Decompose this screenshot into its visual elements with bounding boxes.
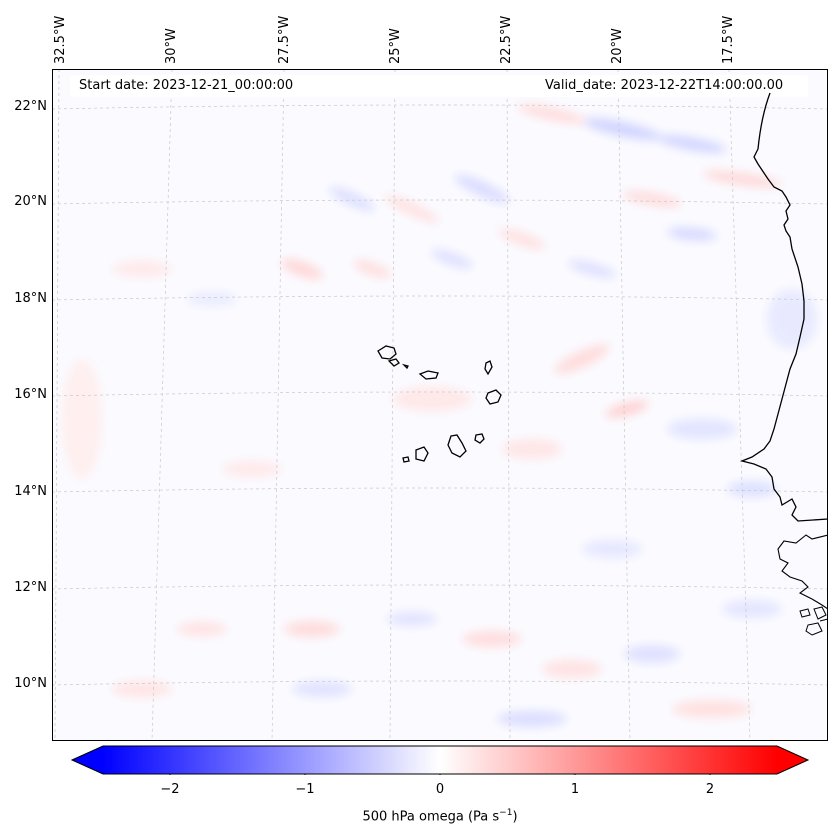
lon-label-27.5w: 27.5°W bbox=[277, 15, 292, 64]
colorbar-tick-neg1: −1 bbox=[295, 782, 315, 797]
sao-vicente-island bbox=[387, 358, 400, 367]
fogo-island bbox=[415, 446, 429, 462]
lat-label-20n: 20°N bbox=[14, 194, 47, 209]
lat-label-10n: 10°N bbox=[14, 676, 47, 691]
lon-label-25w: 25°W bbox=[388, 28, 403, 64]
brava-island bbox=[402, 456, 410, 463]
maio-island bbox=[474, 433, 485, 444]
map-frame bbox=[52, 69, 828, 741]
lon-label-20w: 20°W bbox=[610, 28, 625, 64]
colorbar-title-suffix: ) bbox=[512, 809, 518, 825]
africa-coastline bbox=[739, 92, 828, 522]
boa-vista-island bbox=[485, 389, 502, 405]
sao-nicolau-island bbox=[418, 370, 439, 380]
valid-date-label: Valid_date: 2023-12-22T14:00:00.00 bbox=[545, 78, 784, 93]
colorbar-tick-0: 0 bbox=[435, 782, 445, 797]
colorbar-title-exponent: −1 bbox=[499, 808, 513, 818]
lat-label-12n: 12°N bbox=[14, 580, 47, 595]
lon-label-17.5w: 17.5°W bbox=[721, 15, 736, 64]
colorbar-gradient bbox=[103, 746, 777, 774]
sal-island bbox=[484, 360, 493, 376]
colorbar-ticks bbox=[169, 774, 711, 775]
lat-label-14n: 14°N bbox=[14, 484, 47, 499]
lon-label-32.5w: 32.5°W bbox=[53, 15, 68, 64]
omega-field bbox=[62, 104, 817, 727]
cabo-verde-islands bbox=[377, 345, 502, 463]
santiago-island bbox=[447, 434, 467, 458]
map-panel bbox=[52, 69, 828, 741]
santa-luzia-island bbox=[401, 363, 409, 370]
lat-label-22n: 22°N bbox=[14, 99, 47, 114]
lat-label-16n: 16°N bbox=[14, 387, 47, 402]
start-date-label: Start date: 2023-12-21_00:00:00 bbox=[79, 78, 294, 93]
lat-label-18n: 18°N bbox=[14, 291, 47, 306]
africa-coastline-south bbox=[777, 534, 828, 610]
colorbar-outline bbox=[70, 745, 810, 775]
colorbar-min-extension bbox=[72, 746, 103, 774]
colorbar-max-extension bbox=[777, 746, 808, 774]
date-label-background bbox=[70, 75, 808, 97]
colorbar-title: 500 hPa omega (Pa s−1) bbox=[0, 808, 837, 824]
bijagos-islands bbox=[799, 606, 828, 636]
colorbar-tick-2: 2 bbox=[705, 782, 715, 797]
lon-label-30w: 30°W bbox=[164, 28, 179, 64]
santo-antao-island bbox=[377, 345, 397, 360]
colorbar bbox=[70, 745, 810, 775]
colorbar-tick-1: 1 bbox=[570, 782, 580, 797]
gridlines bbox=[52, 69, 828, 741]
lon-label-22.5w: 22.5°W bbox=[499, 15, 514, 64]
colorbar-title-prefix: 500 hPa omega (Pa s bbox=[362, 809, 500, 825]
colorbar-tick-neg2: −2 bbox=[160, 782, 180, 797]
